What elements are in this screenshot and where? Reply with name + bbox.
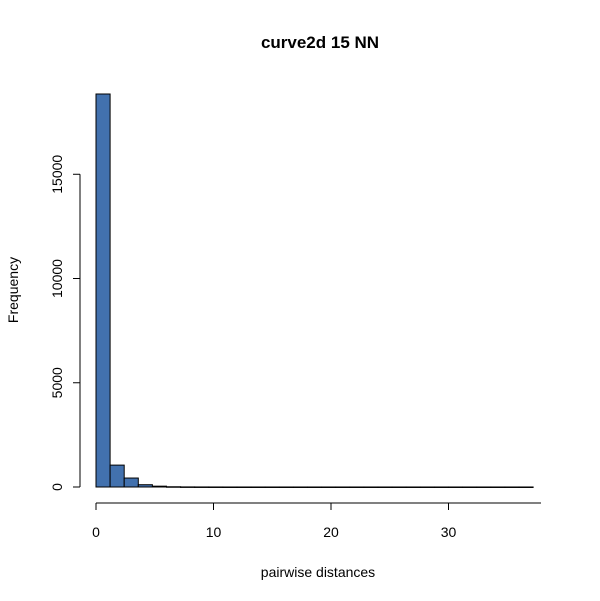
histogram-bar bbox=[448, 486, 464, 488]
histogram-bar bbox=[518, 486, 534, 488]
histogram-bar bbox=[405, 486, 421, 488]
histogram-bar bbox=[278, 486, 294, 488]
histogram-bar bbox=[391, 486, 407, 488]
y-tick-label: 5000 bbox=[49, 367, 65, 398]
y-tick-label: 15000 bbox=[49, 155, 65, 194]
x-tick-label: 0 bbox=[92, 524, 100, 540]
histogram-bar bbox=[349, 486, 365, 488]
histogram-bar bbox=[208, 486, 224, 488]
histogram-bar bbox=[321, 486, 337, 488]
x-tick-label: 10 bbox=[206, 524, 222, 540]
histogram-bar bbox=[419, 486, 435, 488]
histogram-bar bbox=[250, 486, 266, 488]
x-tick-label: 30 bbox=[441, 524, 457, 540]
histogram-bar bbox=[363, 486, 379, 488]
y-tick-label: 10000 bbox=[49, 259, 65, 298]
histogram-bar bbox=[166, 486, 182, 488]
histogram-bar bbox=[194, 486, 210, 488]
histogram-bar bbox=[476, 486, 492, 488]
histogram-bar bbox=[462, 486, 478, 488]
histogram-bar bbox=[490, 486, 506, 488]
y-axis-label: Frequency bbox=[5, 257, 21, 323]
histogram-bar bbox=[307, 486, 323, 488]
histogram-bar bbox=[137, 484, 153, 488]
histogram-bar bbox=[151, 485, 167, 488]
x-axis-label: pairwise distances bbox=[261, 564, 375, 580]
histogram-bar bbox=[180, 486, 196, 488]
x-tick-label: 20 bbox=[323, 524, 339, 540]
histogram-bar bbox=[264, 486, 280, 488]
y-tick-label: 0 bbox=[49, 483, 65, 491]
histogram-bar bbox=[292, 486, 308, 488]
histogram-bar bbox=[335, 486, 351, 488]
x-axis: 0 10 20 30 bbox=[92, 502, 541, 540]
histogram-bar bbox=[222, 486, 238, 488]
bars-group bbox=[95, 93, 534, 488]
histogram-bar bbox=[109, 464, 125, 488]
histogram-bar bbox=[504, 486, 520, 488]
histogram-bar bbox=[95, 93, 111, 488]
histogram-bar bbox=[123, 477, 139, 488]
histogram-bar bbox=[236, 486, 252, 488]
histogram-bar bbox=[377, 486, 393, 488]
y-axis: 0 5000 10000 15000 bbox=[49, 155, 81, 491]
histogram-bar bbox=[433, 486, 449, 488]
chart-title: curve2d 15 NN bbox=[261, 33, 379, 52]
